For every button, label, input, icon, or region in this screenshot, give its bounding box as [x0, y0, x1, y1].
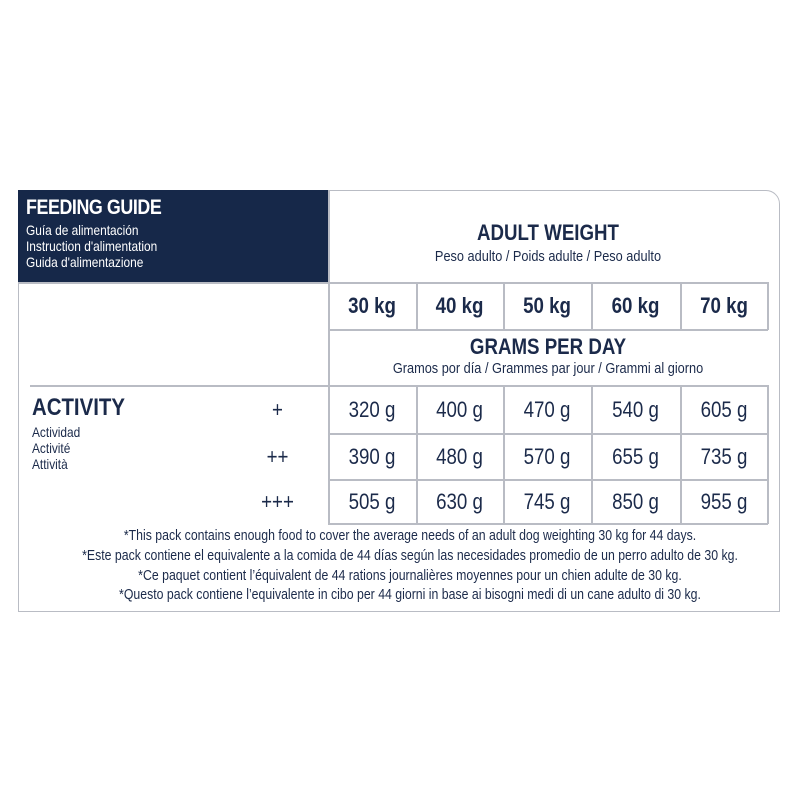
grams-cell: 745 g — [523, 488, 571, 514]
weight-header: 30 kg — [348, 293, 396, 318]
divider — [680, 282, 682, 330]
divider — [328, 282, 768, 284]
footnote-es: *Este pack contiene el equivalente a la … — [82, 547, 738, 564]
weight-header: 70 kg — [700, 293, 748, 318]
divider — [30, 385, 768, 387]
weight-header: 50 kg — [523, 293, 571, 318]
grams-cell: 630 g — [436, 488, 483, 514]
activity-subtitle-it: Attività — [32, 456, 68, 472]
activity-subtitle-es: Actividad — [32, 424, 81, 440]
footnote-fr: *Ce paquet contient l’équivalent de 44 r… — [138, 567, 682, 584]
divider — [328, 433, 768, 435]
grams-cell: 540 g — [612, 396, 659, 422]
footnote-en: *This pack contains enough food to cover… — [123, 527, 697, 544]
divider — [503, 385, 505, 524]
grams-subtitle: Gramos por día / Grammes par jour / Gram… — [392, 360, 704, 377]
divider — [767, 385, 769, 524]
feeding-guide-header: FEEDING GUIDE Guía de alimentación Instr… — [18, 190, 328, 282]
divider — [328, 523, 768, 525]
activity-subtitle-fr: Activité — [32, 440, 71, 456]
divider — [328, 479, 768, 481]
header-subtitle-fr: Instruction d'alimentation — [26, 238, 158, 254]
adult-weight-subtitle: Peso adulto / Poids adulte / Peso adulto — [434, 248, 662, 265]
feeding-guide-table — [18, 190, 780, 612]
grams-cell: 320 g — [348, 396, 396, 422]
weight-header: 40 kg — [435, 293, 484, 318]
activity-title: ACTIVITY — [32, 394, 125, 421]
divider — [591, 385, 593, 524]
grams-cell: 480 g — [436, 443, 483, 469]
grams-cell: 400 g — [436, 396, 483, 422]
activity-level: +++ — [261, 488, 294, 514]
divider — [328, 190, 330, 524]
divider — [328, 329, 768, 331]
grams-cell: 655 g — [612, 443, 659, 469]
grams-cell: 390 g — [348, 443, 396, 469]
grams-cell: 605 g — [700, 396, 748, 422]
weight-header: 60 kg — [611, 293, 660, 318]
divider — [503, 282, 505, 330]
divider — [416, 385, 418, 524]
grams-cell: 955 g — [700, 488, 748, 514]
divider — [591, 282, 593, 330]
divider — [767, 282, 769, 330]
header-subtitle-it: Guida d'alimentazione — [26, 254, 144, 270]
activity-subtitles: Actividad Activité Attività — [32, 424, 80, 472]
grams-title: GRAMS PER DAY — [469, 334, 627, 359]
footnote-it: *Questo pack contiene l’equivalente in c… — [119, 586, 701, 603]
adult-weight-title: ADULT WEIGHT — [477, 220, 619, 245]
header-title: FEEDING GUIDE — [26, 196, 162, 219]
divider — [416, 282, 418, 330]
divider — [18, 282, 328, 284]
header-subtitle-es: Guía de alimentación — [26, 222, 139, 238]
grams-cell: 505 g — [348, 488, 396, 514]
activity-level: + — [272, 396, 283, 422]
grams-cell: 735 g — [700, 443, 748, 469]
grams-cell: 850 g — [612, 488, 659, 514]
grams-cell: 570 g — [523, 443, 571, 469]
divider — [680, 385, 682, 524]
grams-cell: 470 g — [523, 396, 571, 422]
activity-level: ++ — [266, 443, 289, 469]
